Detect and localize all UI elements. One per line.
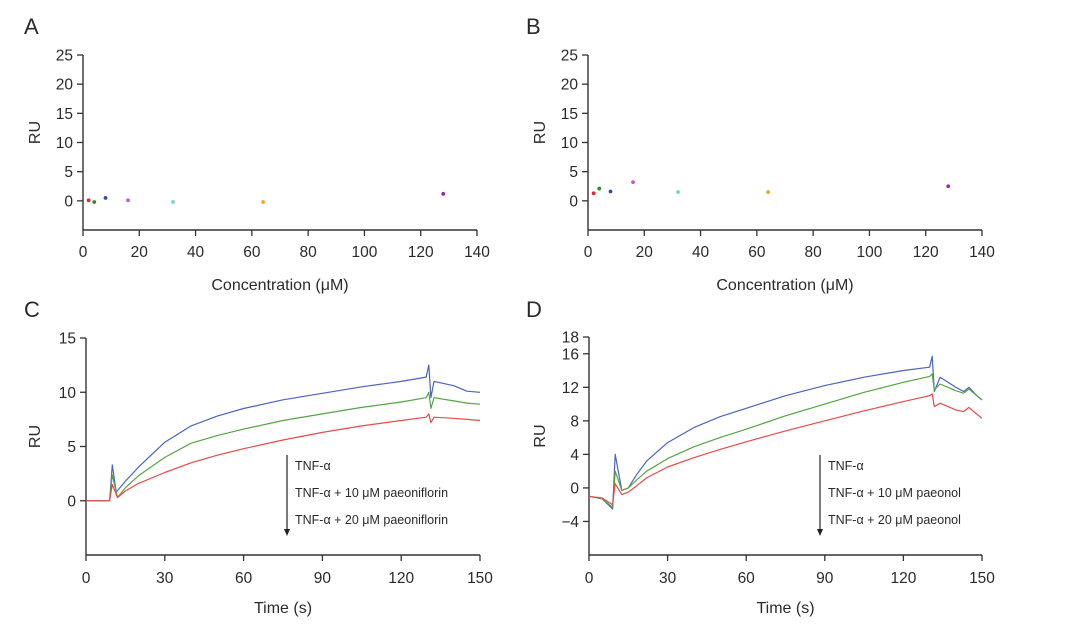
x-tick-label: 120	[408, 244, 434, 261]
y-tick-label: 10	[59, 385, 77, 402]
data-point	[92, 200, 97, 204]
panel-letter: A	[24, 14, 39, 39]
x-tick-label: 60	[748, 244, 766, 261]
legend-entry: TNF-α + 10 μM paeoniflorin	[295, 486, 448, 500]
x-tick-label: 30	[156, 570, 174, 587]
x-tick-label: 60	[738, 570, 756, 587]
x-tick-label: 120	[388, 570, 414, 587]
x-axis-title: Concentration (μM)	[211, 277, 348, 294]
x-tick-label: 60	[243, 244, 261, 261]
y-tick-label: 0	[569, 193, 578, 210]
data-point	[103, 196, 108, 200]
legend-entry: TNF-α	[828, 459, 864, 473]
series-line	[86, 413, 481, 502]
data-point	[597, 186, 602, 191]
x-tick-label: 0	[585, 570, 594, 587]
y-tick-label: 25	[56, 48, 73, 65]
y-tick-label: 25	[561, 48, 578, 65]
x-tick-label: 120	[913, 244, 939, 261]
y-tick-label: 0	[570, 480, 579, 497]
x-tick-label: 90	[314, 570, 332, 587]
series-line	[86, 391, 481, 502]
legend-entry: TNF-α + 10 μM paeonol	[828, 486, 961, 500]
x-tick-label: 0	[82, 570, 91, 587]
x-tick-label: 100	[856, 244, 882, 261]
x-tick-label: 150	[467, 570, 493, 587]
y-tick-label: 8	[570, 413, 579, 430]
y-tick-label: 4	[570, 447, 579, 464]
panel-letter: C	[24, 297, 40, 322]
data-point	[766, 190, 771, 194]
x-tick-label: 40	[187, 244, 205, 261]
data-point	[441, 191, 446, 196]
y-tick-label: 12	[562, 380, 579, 397]
x-axis-title: Time (s)	[756, 600, 814, 617]
y-tick-label: 15	[56, 106, 73, 123]
y-tick-label: 15	[561, 106, 578, 123]
panel-letter: D	[526, 297, 542, 322]
x-tick-label: 20	[131, 244, 149, 261]
y-tick-label: 0	[64, 193, 73, 210]
x-tick-label: 60	[235, 570, 253, 587]
y-tick-label: 5	[64, 164, 73, 181]
x-tick-label: 140	[464, 244, 490, 261]
y-tick-label: 20	[561, 77, 579, 94]
x-tick-label: 120	[890, 570, 916, 587]
data-point	[171, 200, 175, 204]
x-axis-title: Time (s)	[254, 600, 312, 617]
y-axis-title: RU	[532, 121, 549, 144]
y-tick-label: 0	[67, 493, 76, 510]
data-point	[608, 189, 613, 194]
legend-entry: TNF-α + 20 μM paeonol	[828, 513, 961, 527]
y-axis-title: RU	[27, 121, 44, 144]
data-point	[86, 198, 91, 203]
x-tick-label: 30	[659, 570, 677, 587]
y-tick-label: −4	[561, 514, 579, 531]
y-axis-title: RU	[532, 424, 549, 447]
y-axis-title: RU	[27, 425, 44, 448]
y-tick-label: 15	[59, 331, 76, 348]
x-tick-label: 40	[692, 244, 710, 261]
data-point	[631, 180, 635, 185]
y-tick-label: 5	[569, 164, 578, 181]
data-point	[261, 200, 266, 204]
y-tick-label: 18	[562, 330, 579, 347]
y-tick-label: 20	[56, 77, 74, 94]
data-point	[126, 198, 130, 203]
x-tick-label: 0	[79, 244, 88, 261]
x-tick-label: 20	[636, 244, 654, 261]
panel-letter: B	[526, 14, 541, 39]
x-tick-label: 150	[969, 570, 995, 587]
x-tick-label: 80	[300, 244, 318, 261]
data-point	[591, 191, 596, 196]
y-tick-label: 10	[56, 135, 74, 152]
legend-entry: TNF-α + 20 μM paeoniflorin	[295, 513, 448, 527]
y-tick-label: 10	[561, 135, 579, 152]
legend-entry: TNF-α	[295, 459, 331, 473]
x-tick-label: 0	[584, 244, 593, 261]
legend-arrow-head-icon	[817, 529, 823, 536]
y-tick-label: 16	[562, 346, 579, 363]
data-point	[946, 184, 951, 189]
y-tick-label: 5	[67, 439, 76, 456]
x-axis-title: Concentration (μM)	[716, 277, 853, 294]
legend-arrow-head-icon	[284, 529, 290, 536]
data-point	[676, 190, 680, 194]
panel-b: B 0 5 10 15 20 25 0 20 40 60 80 100 120 140 Concentrati…	[526, 14, 995, 294]
panel-a: A 0 5 10 15 20 25 0 20 40 60 80 100 120 140 Concentrati…	[24, 14, 490, 294]
series-line	[588, 373, 983, 508]
x-tick-label: 100	[351, 244, 377, 261]
series-line	[588, 393, 983, 506]
series-line	[86, 364, 481, 502]
x-tick-label: 140	[969, 244, 995, 261]
x-tick-label: 80	[805, 244, 823, 261]
x-tick-label: 90	[816, 570, 834, 587]
